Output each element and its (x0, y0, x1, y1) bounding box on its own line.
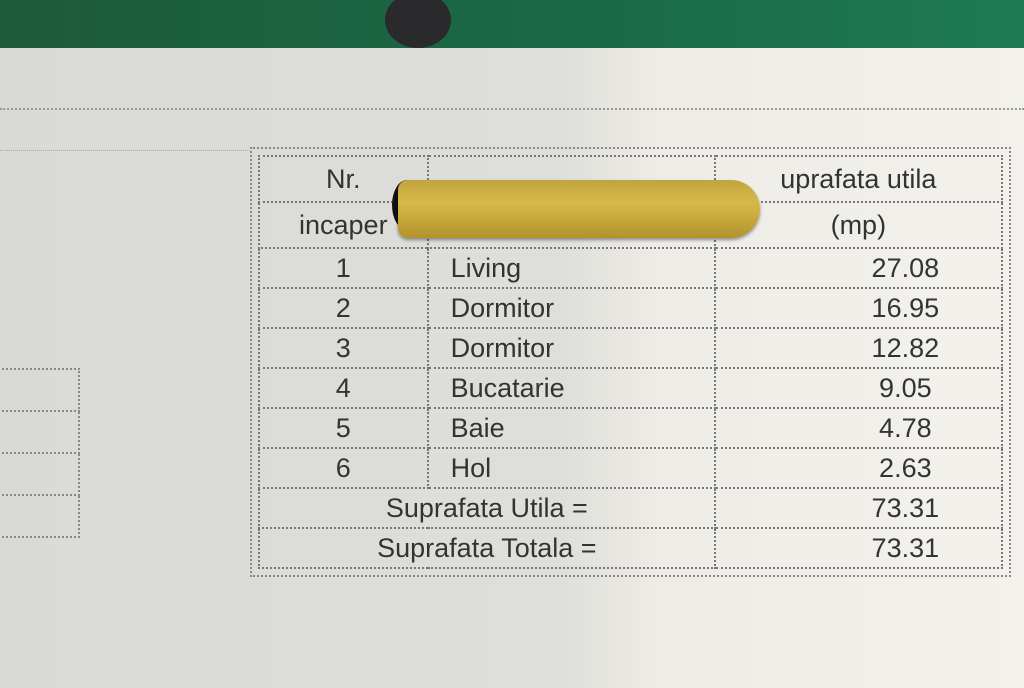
room-name: Living (426, 247, 716, 289)
divider (0, 108, 1024, 110)
room-number: 4 (258, 367, 429, 409)
partial-left-table (0, 368, 80, 538)
room-area: 16.95 (713, 287, 1004, 329)
total-value: 73.31 (713, 527, 1004, 569)
room-name: Dormitor (426, 327, 716, 369)
table-row: 6 Hol 2.63 (258, 447, 1004, 489)
total-label: Suprafata Utila = (258, 487, 716, 529)
table-row: 5 Baie 4.78 (258, 407, 1004, 449)
room-name: Hol (426, 447, 716, 489)
room-number: 6 (258, 447, 429, 489)
room-number: 5 (258, 407, 429, 449)
brass-fastener (398, 180, 760, 238)
room-number: 3 (258, 327, 429, 369)
room-name: Bucatarie (426, 367, 716, 409)
room-area: 9.05 (713, 367, 1004, 409)
total-row: Suprafata Utila = 73.31 (258, 487, 1004, 529)
total-label: Suprafata Totala = (258, 527, 716, 569)
header-area-2: (mp) (713, 201, 1004, 249)
room-area: 2.63 (713, 447, 1004, 489)
room-number: 2 (258, 287, 429, 329)
punch-hole (385, 0, 451, 48)
room-area: 4.78 (713, 407, 1004, 449)
divider (0, 150, 250, 151)
total-value: 73.31 (713, 487, 1004, 529)
room-number: 1 (258, 247, 429, 289)
room-name: Baie (426, 407, 716, 449)
table-row: 3 Dormitor 12.82 (258, 327, 1004, 369)
table-row: 1 Living 27.08 (258, 247, 1004, 289)
room-area: 27.08 (713, 247, 1004, 289)
room-area: 12.82 (713, 327, 1004, 369)
table-row: 2 Dormitor 16.95 (258, 287, 1004, 329)
table-row: 4 Bucatarie 9.05 (258, 367, 1004, 409)
total-row: Suprafata Totala = 73.31 (258, 527, 1004, 569)
header-area: uprafata utila (713, 155, 1004, 203)
room-name: Dormitor (426, 287, 716, 329)
binder-cover (0, 0, 1024, 52)
